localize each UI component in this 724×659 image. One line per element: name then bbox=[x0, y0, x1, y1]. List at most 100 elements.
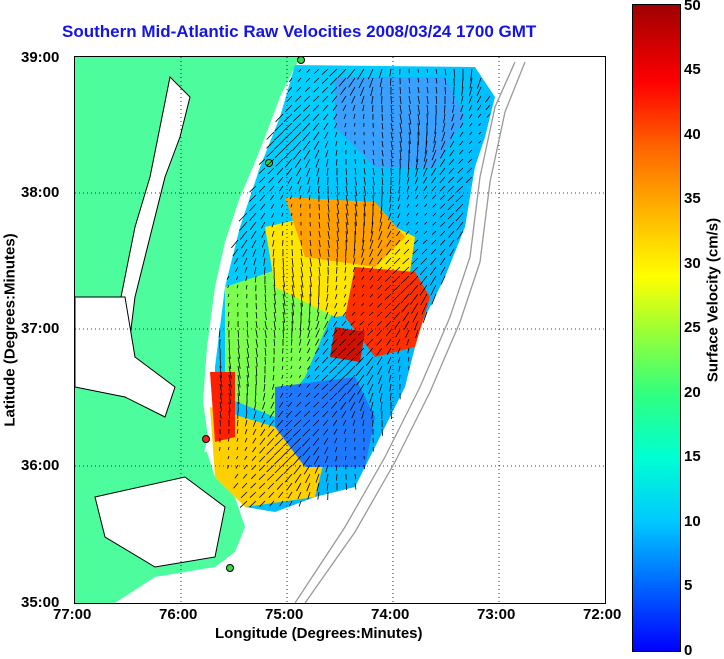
velocity-vector bbox=[349, 86, 356, 96]
velocity-vector bbox=[289, 383, 293, 388]
velocity-vector bbox=[327, 239, 330, 249]
velocity-vector bbox=[288, 77, 293, 83]
velocity-vector bbox=[336, 185, 339, 196]
velocity-vector bbox=[282, 311, 286, 323]
velocity-vector bbox=[467, 158, 473, 164]
velocity-vector bbox=[300, 275, 304, 288]
velocity-vector bbox=[237, 347, 241, 359]
velocity-vector bbox=[394, 320, 401, 329]
velocity-vector bbox=[344, 446, 347, 451]
velocity-vector bbox=[249, 203, 257, 212]
velocity-vector bbox=[460, 104, 464, 112]
velocity-vector bbox=[459, 140, 464, 146]
velocity-vector bbox=[424, 140, 428, 154]
velocity-vector bbox=[447, 212, 455, 220]
velocity-vector bbox=[291, 437, 302, 447]
velocity-vector bbox=[252, 419, 257, 427]
velocity-vector bbox=[431, 158, 437, 169]
velocity-vector bbox=[279, 185, 284, 192]
velocity-vector bbox=[325, 302, 329, 311]
velocity-vector bbox=[291, 293, 295, 307]
velocity-vector bbox=[281, 212, 284, 217]
velocity-vector bbox=[218, 329, 221, 338]
velocity-vector bbox=[259, 203, 266, 211]
velocity-vector bbox=[253, 401, 257, 411]
velocity-vector bbox=[236, 275, 239, 281]
velocity-vector bbox=[294, 473, 302, 484]
velocity-vector bbox=[457, 167, 464, 174]
velocity-vector bbox=[313, 455, 320, 465]
velocity-vector bbox=[381, 167, 384, 176]
velocity-vector bbox=[426, 86, 429, 94]
velocity-vector bbox=[430, 257, 437, 265]
velocity-vector bbox=[307, 320, 311, 331]
velocity-vector bbox=[282, 257, 284, 267]
velocity-vector bbox=[390, 104, 393, 114]
velocity-vector bbox=[274, 464, 284, 474]
velocity-vector bbox=[422, 239, 428, 245]
velocity-vector bbox=[432, 140, 437, 153]
map-plot-area bbox=[74, 56, 606, 604]
velocity-vector bbox=[384, 293, 392, 301]
velocity-vector bbox=[246, 383, 249, 396]
velocity-vector bbox=[384, 302, 392, 310]
velocity-vector bbox=[370, 221, 374, 234]
velocity-vector bbox=[351, 410, 356, 419]
velocity-vector bbox=[338, 347, 347, 356]
velocity-vector bbox=[353, 113, 356, 119]
velocity-vector bbox=[269, 194, 275, 201]
velocity-vector bbox=[390, 392, 392, 401]
velocity-vector bbox=[399, 113, 403, 124]
velocity-vector bbox=[233, 257, 239, 265]
velocity-vector bbox=[372, 158, 375, 165]
velocity-vector bbox=[258, 473, 266, 480]
velocity-vector bbox=[272, 383, 275, 390]
velocity-vector bbox=[356, 374, 365, 386]
velocity-vector bbox=[300, 203, 302, 208]
velocity-vector bbox=[406, 212, 410, 217]
velocity-vector bbox=[259, 176, 266, 183]
velocity-vector bbox=[266, 437, 275, 446]
velocity-vector bbox=[331, 95, 338, 103]
velocity-vector bbox=[352, 419, 356, 426]
velocity-vector bbox=[336, 203, 340, 215]
velocity-vector bbox=[313, 131, 320, 141]
velocity-vector bbox=[281, 365, 284, 370]
velocity-vector bbox=[313, 401, 320, 408]
velocity-vector bbox=[300, 239, 302, 246]
velocity-vector bbox=[313, 77, 320, 83]
velocity-vector bbox=[228, 347, 231, 359]
velocity-vector bbox=[219, 374, 223, 387]
velocity-vector bbox=[312, 410, 320, 417]
velocity-vector bbox=[397, 203, 401, 210]
velocity-vector bbox=[348, 392, 356, 403]
velocity-vector bbox=[274, 455, 284, 465]
velocity-vector bbox=[273, 131, 284, 141]
velocity-vector bbox=[448, 239, 455, 247]
velocity-vector bbox=[262, 392, 266, 401]
velocity-vector bbox=[291, 266, 295, 278]
velocity-vector bbox=[406, 338, 410, 346]
colorbar-tick: 40 bbox=[684, 126, 701, 143]
velocity-vector bbox=[281, 356, 284, 362]
velocity-vector bbox=[423, 230, 428, 235]
velocity-vector bbox=[286, 167, 293, 176]
velocity-vector bbox=[435, 77, 438, 84]
velocity-vector bbox=[239, 221, 248, 231]
velocity-vector bbox=[426, 113, 429, 126]
colorbar-tick: 30 bbox=[684, 255, 701, 272]
velocity-vector bbox=[269, 185, 275, 192]
velocity-vector bbox=[386, 338, 392, 346]
velocity-vector bbox=[300, 293, 303, 307]
velocity-vector bbox=[346, 347, 356, 356]
velocity-vector bbox=[302, 131, 311, 142]
velocity-vector bbox=[384, 275, 392, 283]
colorbar-tick: 50 bbox=[684, 0, 701, 14]
velocity-vector bbox=[327, 203, 330, 213]
velocity-vector bbox=[291, 131, 302, 142]
velocity-vector bbox=[292, 113, 302, 122]
velocity-vector bbox=[431, 176, 437, 184]
velocity-vector bbox=[363, 203, 366, 217]
velocity-vector bbox=[376, 338, 383, 346]
velocity-vector bbox=[359, 86, 365, 97]
